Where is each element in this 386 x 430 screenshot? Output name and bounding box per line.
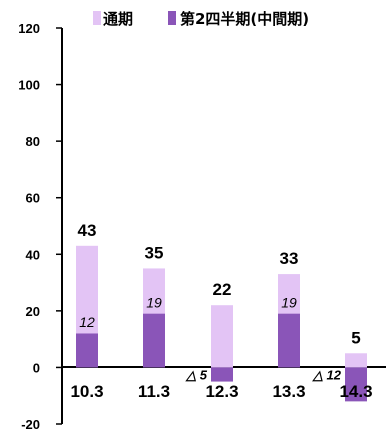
data-labels: 43 12 35 19 22 △ 5 33 19 5 △ 12 — [78, 221, 361, 383]
y-tick-label: 20 — [26, 304, 40, 319]
y-tick-label: 40 — [26, 247, 40, 262]
bar-half-year-13.3 — [278, 313, 300, 368]
legend-swatch-annual — [93, 11, 101, 25]
bar-half-year-14.3 — [345, 367, 367, 402]
legend-label-annual: 通期 — [103, 10, 133, 28]
half-year-value-label: 12 — [79, 314, 95, 330]
y-tick-label: 80 — [26, 134, 40, 149]
total-label: 22 — [213, 280, 232, 299]
bar-half-year-12.3 — [211, 367, 233, 382]
total-label: 33 — [280, 249, 299, 268]
x-axis-labels: 10.3 11.3 12.3 13.3 14.3 — [70, 382, 372, 401]
bar-annual-14.3 — [345, 353, 367, 368]
negative-value-label: △ 12 — [312, 368, 342, 383]
y-axis-ticks: 120 100 80 60 40 20 0 -20 — [18, 21, 62, 430]
legend-swatch-half-year — [168, 11, 176, 25]
bar-half-year-11.3 — [143, 313, 165, 368]
y-tick-label: 100 — [18, 78, 40, 93]
bar-half-year-10.3 — [76, 333, 98, 368]
total-label: 35 — [145, 243, 164, 262]
half-year-value-label: 19 — [146, 294, 162, 310]
bars — [76, 245, 367, 402]
half-year-value-label: 19 — [281, 294, 297, 310]
category-label: 11.3 — [138, 382, 170, 401]
category-label: 10.3 — [70, 382, 103, 401]
y-tick-label: 0 — [33, 360, 40, 375]
legend-label-half-year: 第2四半期(中間期) — [180, 10, 309, 28]
total-label: 5 — [351, 328, 360, 347]
bar-annual-12.3 — [211, 305, 233, 368]
legend: 通期 第2四半期(中間期) — [93, 10, 309, 28]
total-label: 43 — [78, 221, 97, 240]
y-tick-label: 60 — [26, 191, 40, 206]
y-tick-label: -20 — [21, 417, 40, 430]
category-label: 13.3 — [272, 382, 305, 401]
category-label: 12.3 — [205, 382, 238, 401]
negative-value-label: △ 5 — [185, 368, 208, 383]
category-label: 14.3 — [339, 382, 372, 401]
y-tick-label: 120 — [18, 21, 40, 36]
